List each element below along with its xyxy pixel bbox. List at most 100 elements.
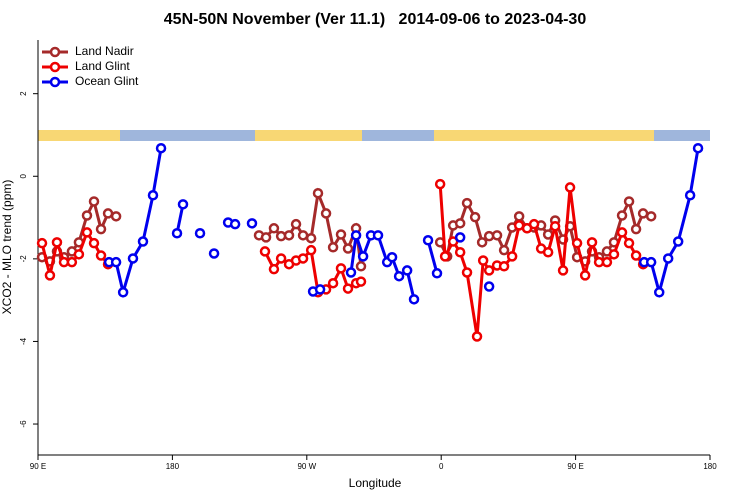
data-point	[454, 232, 466, 243]
data-point	[616, 227, 628, 238]
legend-marker	[49, 76, 61, 88]
data-point	[275, 253, 287, 264]
data-point	[171, 228, 183, 239]
x-tick-label: 0	[439, 462, 444, 471]
legend-label: Land Nadir	[75, 44, 134, 58]
x-tick-label: 90 E	[567, 462, 583, 471]
data-point	[297, 230, 309, 241]
data-point	[229, 218, 241, 230]
data-point	[51, 237, 63, 248]
data-point	[513, 211, 525, 222]
data-point	[305, 232, 317, 244]
data-point	[616, 210, 628, 221]
ocean-strip	[38, 130, 710, 141]
data-point	[623, 237, 635, 249]
data-point	[431, 268, 443, 279]
data-point	[672, 236, 684, 247]
legend-marker	[49, 46, 61, 58]
data-point	[491, 230, 503, 241]
series-line	[426, 239, 439, 274]
legend-label: Ocean Glint	[75, 74, 139, 88]
data-point	[88, 237, 100, 249]
data-point	[630, 223, 642, 235]
data-point	[36, 237, 48, 249]
data-point	[461, 267, 473, 278]
data-point	[297, 253, 309, 264]
data-point	[586, 237, 598, 248]
x-tick-label: 90 W	[297, 462, 316, 471]
data-point	[637, 208, 649, 219]
data-point	[471, 331, 483, 342]
data-point	[549, 220, 561, 232]
data-point	[147, 190, 159, 201]
data-point	[357, 251, 369, 262]
data-point	[439, 251, 451, 262]
data-point	[335, 263, 347, 274]
x-axis-label: Longitude	[349, 476, 402, 490]
data-point	[73, 249, 85, 260]
x-tick-label: 90 E	[30, 462, 46, 471]
data-point	[259, 246, 271, 257]
data-point	[653, 287, 665, 298]
data-point	[608, 249, 620, 260]
series-line	[40, 229, 110, 276]
data-point	[557, 265, 569, 276]
data-point	[117, 287, 129, 298]
data-point	[645, 256, 657, 268]
y-tick-label: 0	[19, 173, 28, 178]
data-point	[542, 246, 554, 258]
data-point	[498, 244, 510, 256]
data-point	[194, 228, 206, 239]
data-point	[342, 283, 354, 294]
data-point	[345, 267, 357, 278]
data-point	[177, 199, 189, 210]
data-point	[95, 250, 107, 261]
x-tick-label: 180	[166, 462, 180, 471]
land-strip	[434, 130, 654, 141]
data-point	[454, 246, 466, 258]
data-point	[127, 253, 139, 264]
data-point	[355, 261, 367, 272]
data-point	[571, 237, 583, 249]
data-point	[268, 263, 280, 275]
data-point	[498, 261, 510, 272]
data-point	[645, 211, 657, 222]
land-strip	[255, 130, 362, 141]
data-point	[81, 227, 93, 238]
data-point	[601, 256, 613, 268]
data-point	[327, 242, 339, 253]
data-point	[386, 251, 398, 263]
data-point	[579, 270, 591, 281]
data-point	[314, 284, 326, 295]
data-point	[208, 248, 220, 259]
data-point	[692, 142, 704, 154]
data-point	[95, 223, 107, 235]
data-point	[335, 229, 347, 240]
data-point	[408, 294, 420, 305]
land-ocean-strip	[38, 130, 710, 141]
data-point	[260, 232, 272, 243]
data-point	[434, 178, 446, 190]
data-point	[454, 218, 466, 229]
data-point	[393, 270, 405, 282]
data-point	[401, 265, 413, 276]
x-tick-label: 180	[703, 462, 717, 471]
data-point	[469, 211, 481, 223]
y-tick-label: -2	[19, 255, 28, 263]
data-point	[662, 253, 674, 264]
data-point	[476, 237, 488, 248]
data-point	[137, 236, 149, 247]
legend-marker	[49, 61, 61, 73]
data-point	[684, 190, 696, 201]
data-point	[155, 142, 167, 154]
data-point	[422, 235, 434, 246]
data-point	[88, 196, 100, 207]
data-point	[528, 218, 540, 230]
data-point	[506, 251, 518, 262]
data-point	[623, 196, 635, 207]
data-point	[110, 211, 122, 222]
y-tick-label: -4	[19, 337, 28, 345]
chart-title: 45N-50N November (Ver 11.1) 2014-09-06 t…	[164, 11, 587, 28]
